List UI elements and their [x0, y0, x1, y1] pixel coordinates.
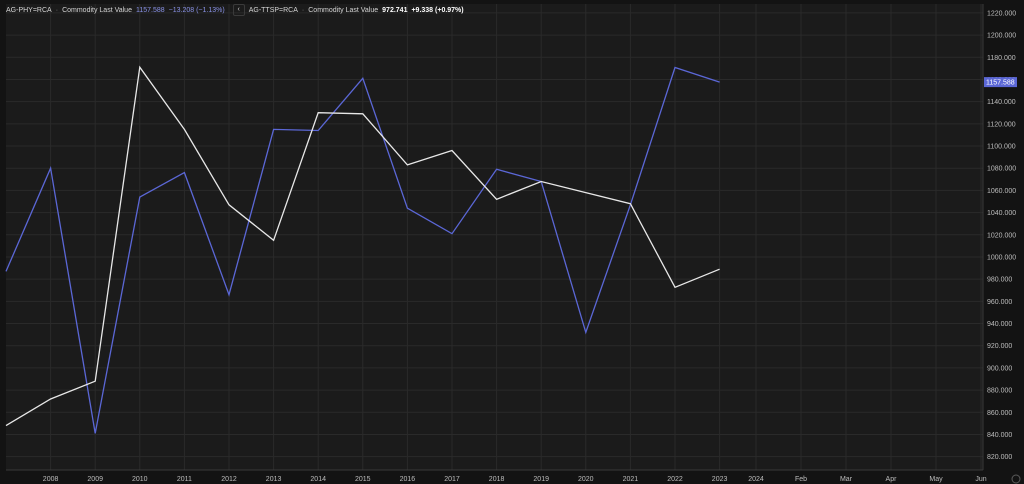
y-tick-label: 940.000 — [987, 321, 1012, 328]
legend-series1-separator: · — [55, 6, 59, 14]
y-tick-label: 1120.000 — [987, 121, 1016, 128]
x-tick-label: 2019 — [533, 476, 549, 483]
y-tick-label: 1000.000 — [987, 254, 1016, 261]
legend-series1-value: 1157.588 — [135, 6, 165, 14]
y-tick-label: 1080.000 — [987, 166, 1016, 173]
y-tick-label: 880.000 — [987, 388, 1012, 395]
x-tick-label: 2012 — [221, 476, 237, 483]
series-line-1[interactable] — [5, 66, 720, 434]
x-tick-label: Mar — [840, 476, 853, 483]
legend-series2-ric[interactable]: AG-TTSP=RCA — [248, 6, 298, 14]
y-tick-label: 1140.000 — [987, 99, 1016, 106]
y-tick-label: 1100.000 — [987, 144, 1016, 151]
chevron-left-icon[interactable]: ‹ — [232, 4, 245, 16]
legend-series1-ric[interactable]: AG-PHY=RCA — [6, 6, 52, 14]
x-tick-label: 2016 — [400, 476, 416, 483]
x-tick-label: May — [929, 476, 943, 483]
x-tick-label: 2022 — [667, 476, 683, 483]
y-tick-label: 960.000 — [987, 299, 1012, 306]
x-tick-label: Apr — [886, 476, 898, 483]
x-tick-label: Jun — [975, 476, 986, 483]
y-tick-label: 1200.000 — [987, 33, 1016, 40]
x-tick-label: 2011 — [177, 476, 192, 483]
x-tick-label: 2020 — [578, 476, 594, 483]
legend-series2-change: +9.338 (+0.97%) — [411, 6, 464, 14]
legend-series2-separator: · — [301, 6, 305, 14]
y-tick-label: 840.000 — [987, 432, 1012, 439]
x-tick-label: Feb — [795, 476, 807, 483]
series-line-2[interactable] — [5, 65, 720, 427]
y-tick-label: 860.000 — [987, 410, 1012, 417]
x-tick-label: 2021 — [623, 476, 639, 483]
y-tick-label: 1040.000 — [987, 210, 1016, 217]
legend-series2-value: 972.741 — [382, 6, 408, 14]
plot-area[interactable] — [6, 4, 983, 470]
y-tick-label: 820.000 — [987, 454, 1012, 461]
x-tick-label: 2018 — [489, 476, 505, 483]
x-tick-label: 2009 — [87, 476, 103, 483]
y-tick-label: 900.000 — [987, 365, 1012, 372]
last-value-badge — [984, 77, 1017, 88]
legend-series1-change: −13.208 (−1.13%) — [168, 6, 225, 14]
legend-series1-field: Commodity Last Value — [62, 6, 132, 14]
x-tick-label: 2014 — [310, 476, 326, 483]
x-tick-label: 2013 — [266, 476, 282, 483]
y-tick-label: 1060.000 — [987, 188, 1016, 195]
last-value-badge-label: 1157.588 — [986, 80, 1015, 87]
x-tick-label: 2010 — [132, 476, 148, 483]
x-tick-label: 2024 — [748, 476, 764, 483]
x-tick-label: 2017 — [444, 476, 460, 483]
x-tick-label: 2023 — [712, 476, 728, 483]
y-tick-label: 920.000 — [987, 343, 1012, 350]
autoscale-icon[interactable] — [1011, 474, 1021, 484]
chart-legend: AG-PHY=RCA · Commodity Last Value 1157.5… — [6, 4, 468, 16]
y-tick-label: 1020.000 — [987, 232, 1016, 239]
legend-series2-field: Commodity Last Value — [308, 6, 379, 14]
y-tick-label: 1220.000 — [987, 10, 1016, 17]
x-tick-label: 2015 — [355, 476, 371, 483]
x-tick-label: 2008 — [43, 476, 59, 483]
y-tick-label: 1180.000 — [987, 55, 1016, 62]
y-tick-label: 980.000 — [987, 277, 1012, 284]
